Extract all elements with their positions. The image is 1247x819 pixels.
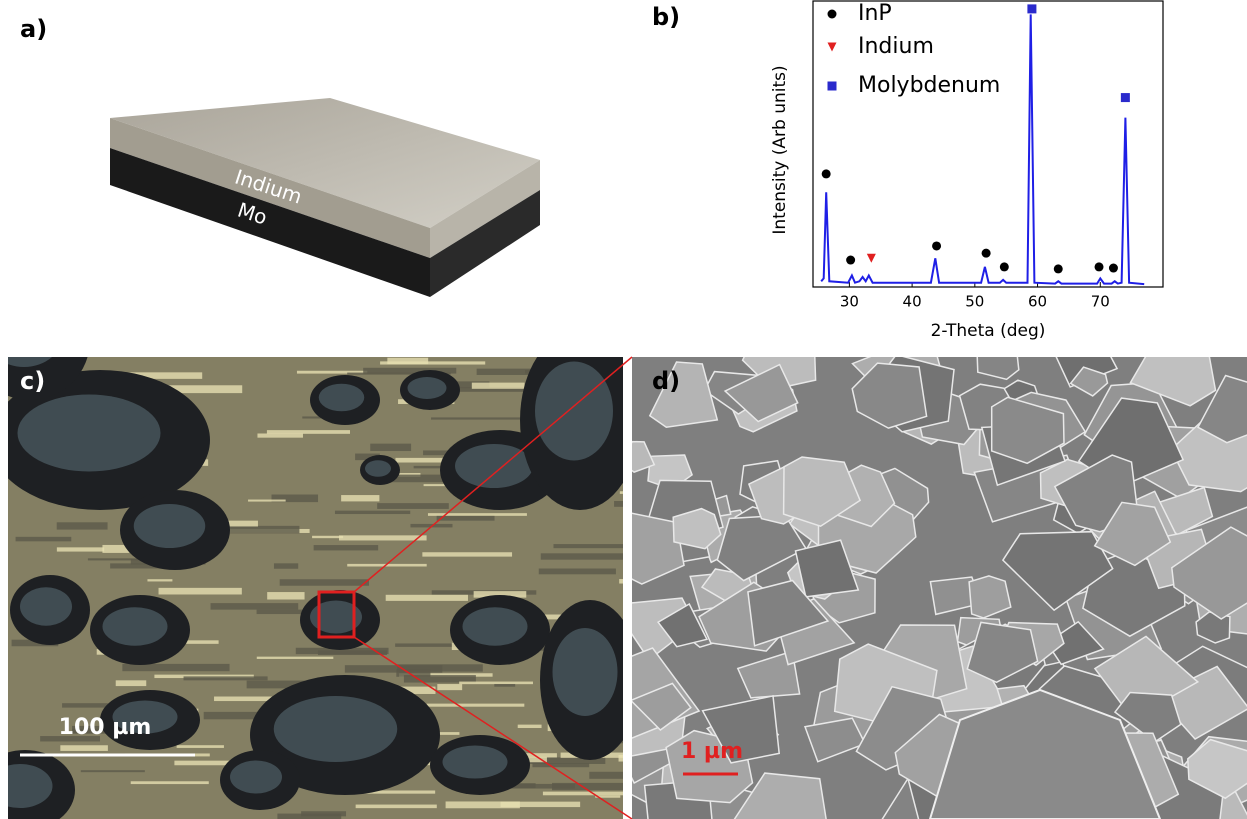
- texture-streak: [274, 563, 298, 568]
- figure: Indium Mo a) b) 100 µm 1 µm c) d) 30 40 50…: [0, 0, 1247, 819]
- texture-streak: [335, 511, 410, 514]
- grain-facet: [553, 628, 618, 716]
- texture-streak: [147, 579, 172, 581]
- grain-facet: [18, 395, 161, 472]
- texture-streak: [431, 417, 531, 419]
- legend-marker: [828, 10, 837, 19]
- x-tick-label: 30: [840, 293, 859, 311]
- texture-streak: [386, 595, 468, 601]
- grain-facet: [230, 761, 282, 794]
- panel-label: c): [20, 367, 45, 395]
- grain-facet: [20, 587, 72, 626]
- legend-marker: [828, 43, 837, 52]
- texture-streak: [377, 503, 449, 509]
- grain-facet: [408, 377, 447, 399]
- panel-label: d): [652, 367, 680, 395]
- grain-facet: [443, 746, 508, 779]
- texture-streak: [339, 535, 427, 540]
- texture-streak: [422, 552, 512, 556]
- grain-facet: [535, 362, 613, 461]
- grain-facet: [365, 460, 391, 477]
- texture-streak: [220, 526, 300, 534]
- texture-streak: [184, 676, 268, 680]
- grain-facet: [319, 384, 365, 412]
- legend-label: Indium: [858, 34, 934, 59]
- grain-facet: [134, 504, 206, 548]
- texture-streak: [280, 579, 369, 585]
- texture-streak: [370, 444, 411, 451]
- texture-streak: [122, 664, 229, 671]
- texture-streak: [211, 603, 299, 610]
- texture-streak: [248, 500, 286, 502]
- grain-facet: [103, 607, 168, 646]
- legend-label: InP: [858, 1, 892, 26]
- crystal-facet: [977, 346, 1019, 380]
- texture-streak: [553, 544, 623, 548]
- texture-streak: [62, 703, 108, 707]
- texture-streak: [267, 430, 350, 434]
- texture-streak: [257, 433, 303, 437]
- texture-streak: [345, 665, 442, 672]
- texture-streak: [427, 704, 525, 707]
- peak-marker: [822, 169, 831, 178]
- texture-streak: [518, 725, 542, 728]
- texture-streak: [494, 684, 515, 687]
- texture-streak: [532, 763, 589, 767]
- layer-diagram: Indium Mo: [110, 98, 540, 297]
- texture-streak: [356, 805, 437, 809]
- peak-marker: [867, 254, 876, 263]
- grain-facet: [274, 696, 398, 762]
- texture-streak: [437, 684, 462, 690]
- peak-marker: [1121, 93, 1130, 102]
- panel-label: a): [20, 15, 47, 43]
- texture-streak: [257, 657, 334, 659]
- texture-streak: [459, 682, 533, 685]
- texture-streak: [314, 545, 379, 550]
- texture-streak: [60, 745, 108, 751]
- legend-marker: [828, 82, 837, 91]
- texture-streak: [472, 383, 525, 389]
- texture-streak: [428, 513, 527, 516]
- texture-streak: [57, 522, 108, 529]
- panel-label: b): [652, 3, 680, 31]
- texture-streak: [81, 770, 145, 772]
- peak-marker: [982, 249, 991, 258]
- peak-marker: [1109, 264, 1118, 273]
- x-tick-label: 60: [1028, 293, 1047, 311]
- peak-marker: [1027, 4, 1036, 13]
- x-tick-label: 40: [903, 293, 922, 311]
- scale-bar-label: 1 µm: [681, 739, 743, 764]
- texture-streak: [116, 680, 147, 686]
- texture-streak: [437, 516, 495, 521]
- texture-streak: [541, 553, 632, 559]
- texture-streak: [16, 537, 72, 542]
- x-axis-label: 2-Theta (deg): [931, 321, 1046, 341]
- legend-label: Molybdenum: [858, 73, 1000, 98]
- peak-marker: [1095, 262, 1104, 271]
- x-tick-label: 50: [965, 293, 984, 311]
- texture-streak: [312, 536, 343, 538]
- y-axis-label: Intensity (Arb units): [770, 65, 790, 234]
- texture-streak: [57, 547, 104, 551]
- texture-streak: [301, 811, 346, 816]
- texture-streak: [177, 745, 224, 748]
- texture-streak: [131, 781, 209, 784]
- texture-streak: [539, 569, 616, 575]
- texture-streak: [267, 592, 304, 599]
- peak-marker: [1054, 264, 1063, 273]
- peak-marker: [932, 241, 941, 250]
- grain-facet: [463, 607, 528, 646]
- xrd-chart: 30 40 50 60 70 2-Theta (deg) Intensity (Arb un…: [770, 1, 1163, 341]
- peak-marker: [846, 256, 855, 265]
- texture-streak: [204, 712, 260, 719]
- peak-marker: [1000, 262, 1009, 271]
- texture-streak: [446, 801, 520, 808]
- x-tick-label: 70: [1091, 293, 1110, 311]
- texture-streak: [159, 588, 242, 595]
- scale-bar-label: 100 µm: [59, 715, 152, 740]
- texture-streak: [341, 495, 379, 501]
- texture-streak: [380, 361, 485, 364]
